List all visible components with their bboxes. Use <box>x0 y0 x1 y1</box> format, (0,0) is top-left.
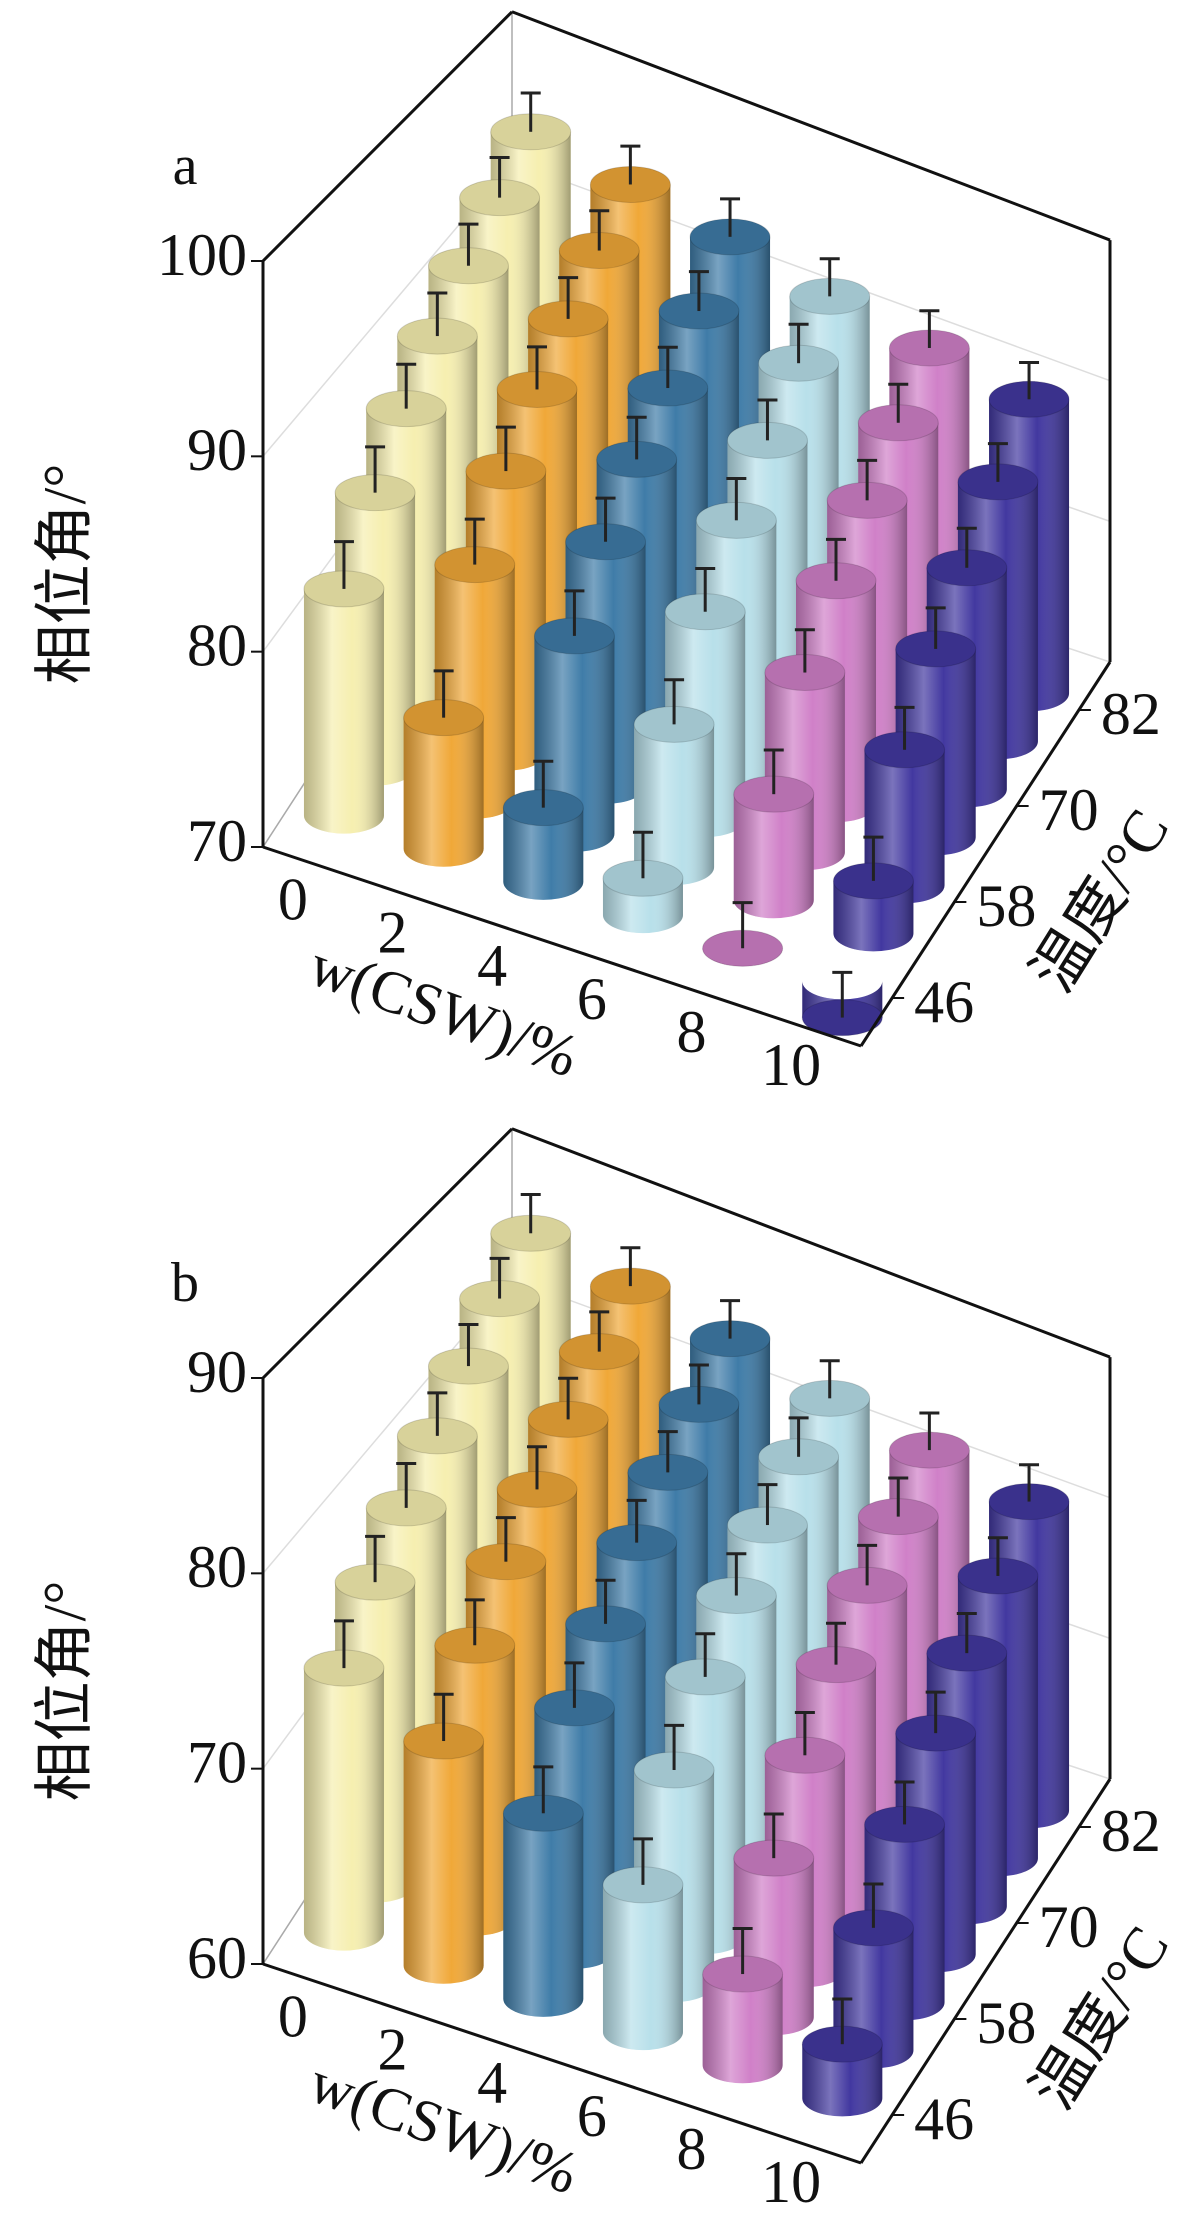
y-tick-label: 46 <box>914 969 974 1035</box>
panel: 708090100024681046587082相位角/°w(CSW)/%温度/… <box>32 10 1181 1098</box>
z-axis-title: 相位角/° <box>32 464 98 685</box>
x-axis-title: w(CSW)/% <box>301 2049 587 2207</box>
z-tick-label: 90 <box>187 417 247 483</box>
y-tick-label: 70 <box>1039 777 1099 843</box>
z-tick-label: 100 <box>157 222 247 288</box>
bar-shade <box>602 1884 683 2051</box>
frame-edge <box>511 1127 1111 1359</box>
x-tick-label: 0 <box>278 1983 308 2049</box>
y-tick-label: 46 <box>914 2086 974 2152</box>
panel-label: b <box>171 1252 199 1314</box>
bar-shade <box>634 724 715 886</box>
bar-shade <box>733 794 814 919</box>
bar-shade <box>403 1741 484 1984</box>
x-tick-label: 2 <box>378 900 408 966</box>
frame-edge <box>511 10 1111 242</box>
x-axis-title: w(CSW)/% <box>301 932 587 1090</box>
frame-edge <box>262 845 862 1048</box>
x-tick-label: 2 <box>378 2017 408 2083</box>
frame-edge <box>859 1778 1112 2164</box>
panel-label: a <box>173 135 198 197</box>
x-tick-label: 8 <box>677 999 707 1065</box>
frame-edge <box>262 1962 862 2165</box>
y-tick-label: 70 <box>1039 1894 1099 1960</box>
x-tick-label: 0 <box>278 866 308 932</box>
frame-edge <box>261 10 514 263</box>
z-tick-label: 70 <box>187 1729 247 1795</box>
frame-edge <box>261 1127 514 1380</box>
z-axis-title: 相位角/° <box>32 1581 98 1802</box>
x-tick-label: 4 <box>477 2050 507 2116</box>
y-tick-label: 58 <box>976 873 1036 939</box>
z-tick-label: 90 <box>187 1339 247 1405</box>
bar-shade <box>303 1668 384 1951</box>
bar-shade <box>833 880 914 952</box>
bar-shade <box>503 1813 584 2017</box>
y-tick-label: 82 <box>1101 681 1161 747</box>
bar-shade <box>802 2044 883 2117</box>
x-tick-label: 6 <box>577 966 607 1032</box>
x-tick-label: 8 <box>677 2116 707 2182</box>
y-tick-label: 58 <box>976 1990 1036 2056</box>
bar-shade <box>403 717 484 867</box>
y-tick-label: 82 <box>1101 1798 1161 1864</box>
z-tick-label: 70 <box>187 808 247 874</box>
z-tick-label: 60 <box>187 1925 247 1991</box>
bar-shade <box>702 1974 783 2084</box>
bar-shade <box>303 588 384 834</box>
frame-edge <box>859 661 1112 1047</box>
z-tick-label: 80 <box>187 1534 247 1600</box>
x-tick-label: 6 <box>577 2083 607 2149</box>
x-tick-label: 10 <box>761 2149 821 2215</box>
z-tick-label: 80 <box>187 612 247 678</box>
x-tick-label: 4 <box>477 933 507 999</box>
panel: 60708090024681046587082相位角/°w(CSW)/%温度/°… <box>32 1127 1181 2215</box>
x-tick-label: 10 <box>761 1032 821 1098</box>
bar-shade <box>503 807 584 900</box>
